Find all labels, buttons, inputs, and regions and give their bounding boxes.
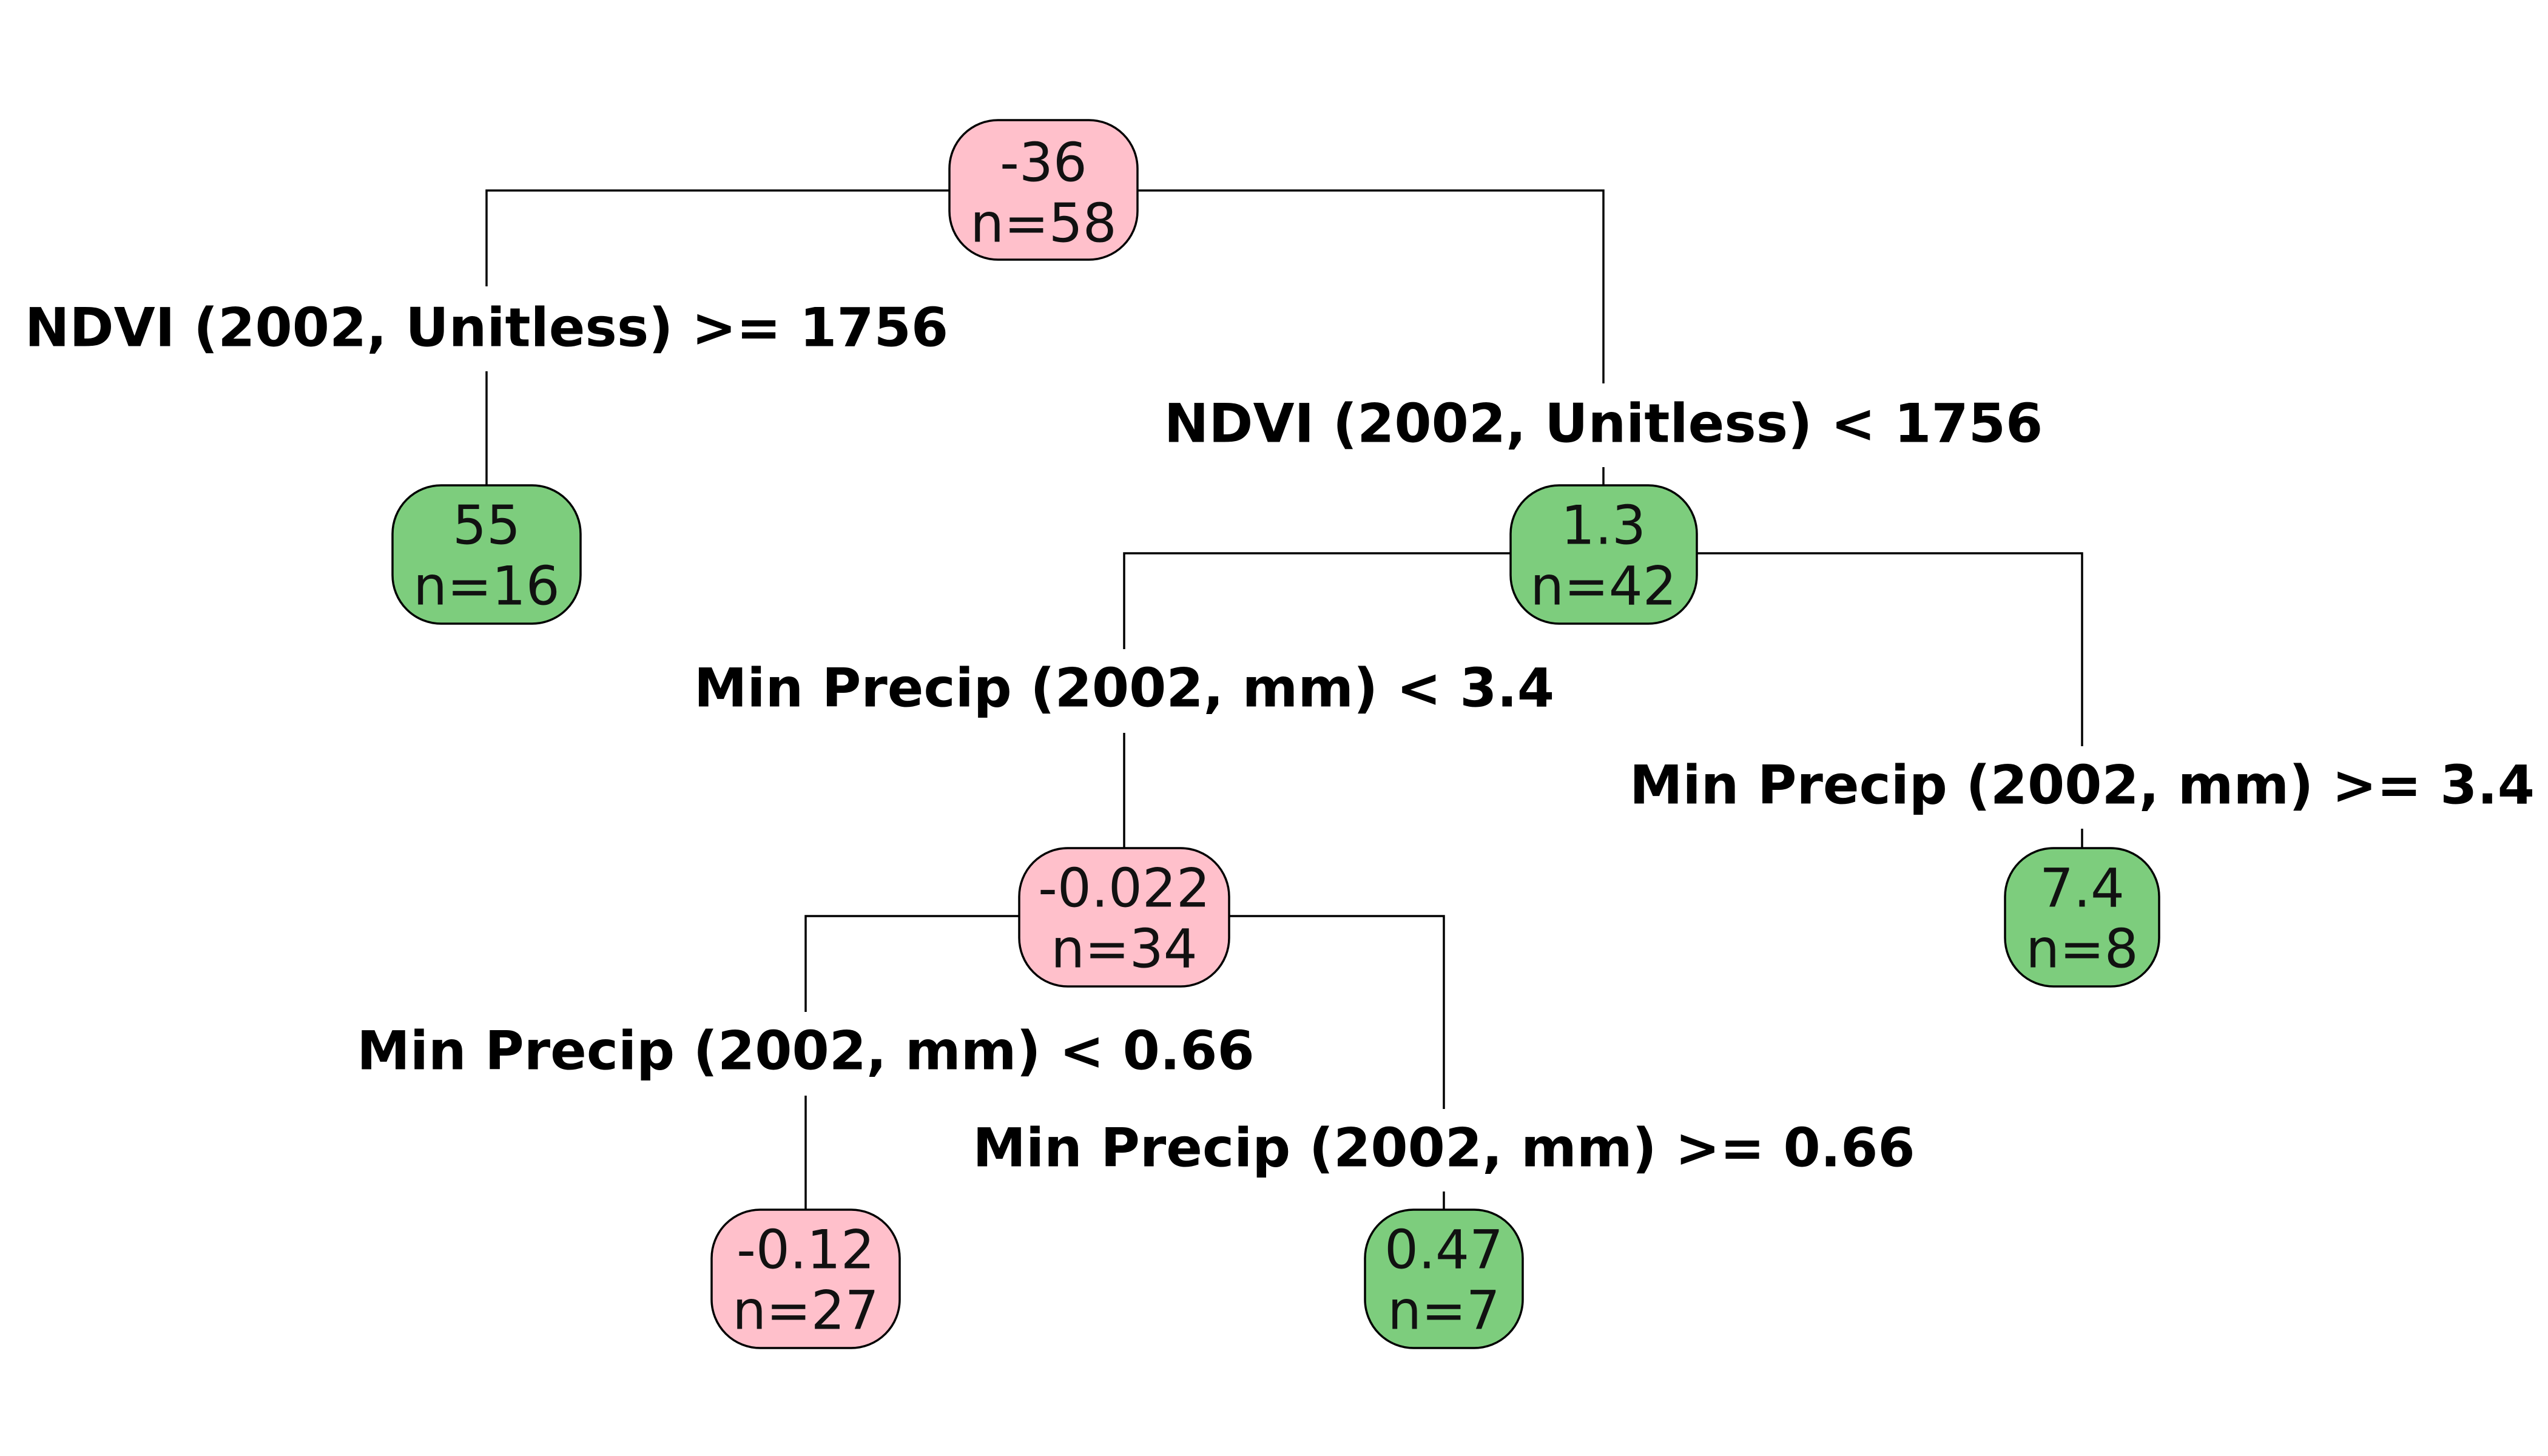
split-label-root-left: NDVI (2002, Unitless) >= 1756 (25, 297, 948, 359)
node-box-n6 (1364, 1208, 1524, 1349)
node-value-n2: 1.3 (1561, 494, 1646, 557)
tree-node-root: -36 n=58 (948, 119, 1139, 261)
node-value-root: -36 (1000, 132, 1087, 194)
tree-node-n2: 1.3 n=42 (1509, 484, 1698, 625)
edge-n3-n5 (804, 915, 1019, 1012)
tree-node-n3: -0.022 n=34 (1018, 847, 1230, 988)
split-labels: NDVI (2002, Unitless) >= 1756 NDVI (2002… (25, 297, 2535, 1179)
split-label-root-right: NDVI (2002, Unitless) < 1756 (1164, 393, 2043, 455)
split-label-n3-right: Min Precip (2002, mm) >= 0.66 (972, 1117, 1915, 1179)
edge-root-n1 (485, 189, 949, 286)
node-value-n1: 55 (453, 494, 521, 557)
node-count-n4: n=8 (2026, 918, 2138, 980)
node-value-n3: -0.022 (1038, 857, 1210, 920)
node-count-root: n=58 (970, 192, 1116, 255)
node-box-n5 (710, 1208, 901, 1349)
node-box-n4 (2004, 847, 2160, 988)
node-box-root (948, 119, 1139, 261)
tree-node-n6: 0.47 n=7 (1364, 1208, 1524, 1349)
edge-n3-n6 (1229, 915, 1445, 1109)
edge-n2-n4 (1697, 552, 2083, 746)
node-value-n5: -0.12 (736, 1219, 875, 1281)
node-value-n4: 7.4 (2040, 857, 2125, 920)
node-count-n1: n=16 (413, 555, 559, 618)
split-label-n2-left: Min Precip (2002, mm) < 3.4 (694, 657, 1554, 720)
tree-node-n4: 7.4 n=8 (2004, 847, 2160, 988)
node-count-n3: n=34 (1051, 918, 1197, 980)
node-count-n6: n=7 (1387, 1279, 1500, 1342)
node-box-n2 (1509, 484, 1698, 625)
split-label-n3-left: Min Precip (2002, mm) < 0.66 (357, 1020, 1255, 1082)
edge-root-n2 (1138, 189, 1605, 383)
tree-node-n5: -0.12 n=27 (710, 1208, 901, 1349)
node-count-n5: n=27 (732, 1279, 878, 1342)
node-value-n6: 0.47 (1384, 1219, 1503, 1281)
node-box-n1 (391, 484, 582, 625)
node-count-n2: n=42 (1530, 555, 1676, 618)
split-label-n2-right: Min Precip (2002, mm) >= 3.4 (1630, 754, 2535, 817)
tree-node-n1: 55 n=16 (391, 484, 582, 625)
node-box-n3 (1018, 847, 1230, 988)
tree-edges (485, 189, 2083, 1210)
edge-n2-n3 (1123, 552, 1511, 649)
